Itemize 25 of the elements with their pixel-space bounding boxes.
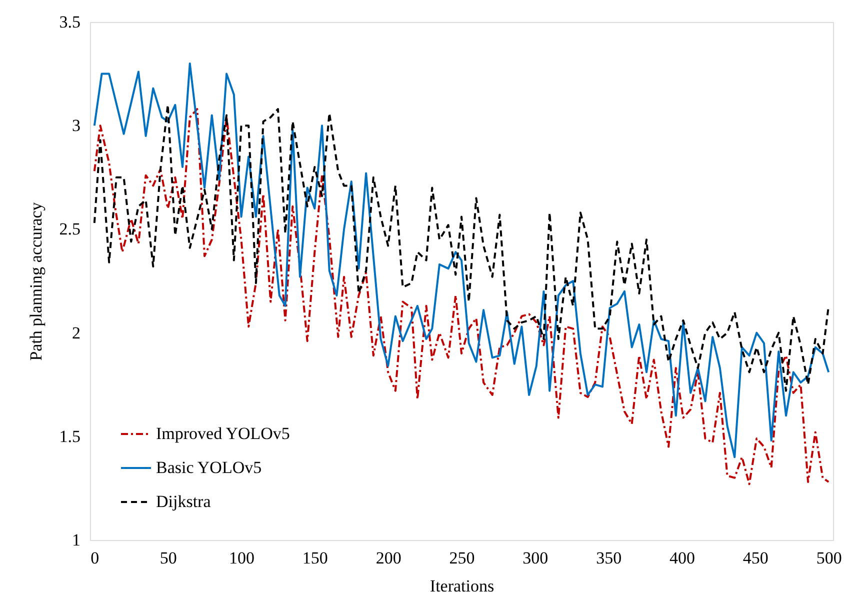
legend-label: Basic YOLOv5 <box>156 458 262 477</box>
x-tick-label: 250 <box>449 548 475 568</box>
x-tick-label: 500 <box>816 548 842 568</box>
legend-label: Improved YOLOv5 <box>156 424 290 443</box>
x-tick-label: 150 <box>302 548 328 568</box>
y-tick-label: 3 <box>72 116 80 136</box>
x-axis-title: Iterations <box>430 576 494 596</box>
y-axis-title: Path planning accuracy <box>26 202 46 361</box>
y-tick-label: 1.5 <box>59 426 80 446</box>
x-tick-label: 400 <box>670 548 696 568</box>
legend-label: Dijkstra <box>156 492 212 511</box>
x-tick-label: 350 <box>596 548 622 568</box>
y-tick-label: 1 <box>72 530 80 550</box>
y-tick-label: 2 <box>72 323 80 342</box>
x-tick-label: 300 <box>522 548 548 568</box>
x-tick-label: 200 <box>376 548 402 568</box>
x-tick-label: 50 <box>160 548 177 568</box>
y-tick-label: 3.5 <box>59 12 80 32</box>
line-series <box>93 104 830 392</box>
x-tick-label: 0 <box>90 548 100 568</box>
x-tick-label: 450 <box>742 548 768 568</box>
y-tick-label: 2.5 <box>59 220 80 239</box>
line-series <box>93 62 830 458</box>
x-tick-label: 100 <box>228 548 254 568</box>
line-series <box>93 108 830 486</box>
